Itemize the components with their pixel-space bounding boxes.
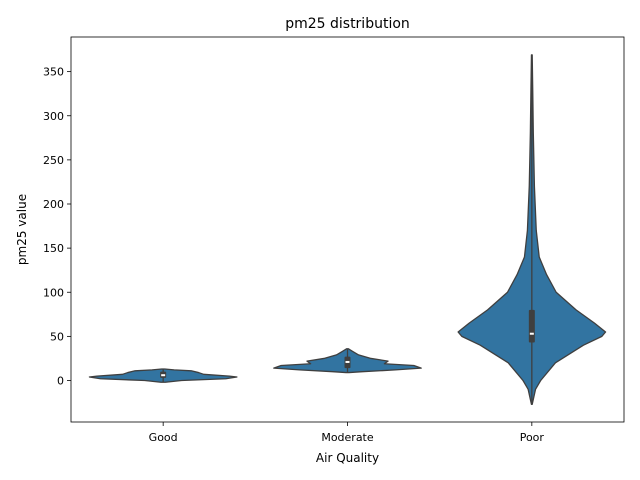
violin-median-marker bbox=[161, 374, 166, 377]
plot-frame bbox=[70, 36, 625, 423]
violin-iqr-box bbox=[528, 309, 535, 343]
y-axis-label: pm25 value bbox=[15, 194, 29, 265]
y-tick-label: 0 bbox=[57, 375, 64, 388]
violin-median-marker bbox=[345, 360, 350, 363]
y-tick-label: 350 bbox=[43, 66, 64, 79]
y-tick-label: 250 bbox=[43, 154, 64, 167]
y-axis: 0 50 100 150 200 250 300 350 bbox=[43, 66, 71, 388]
y-tick-label: 300 bbox=[43, 110, 64, 123]
y-tick-label: 150 bbox=[43, 242, 64, 255]
x-tick-label: Moderate bbox=[321, 431, 374, 444]
violin-median-marker bbox=[529, 332, 534, 335]
x-axis: Good Moderate Poor bbox=[149, 422, 545, 444]
x-axis-label: Air Quality bbox=[316, 451, 379, 465]
x-tick-label: Poor bbox=[520, 431, 545, 444]
x-tick-label: Good bbox=[149, 431, 178, 444]
y-tick-label: 100 bbox=[43, 286, 64, 299]
y-tick-label: 50 bbox=[50, 330, 64, 343]
y-tick-label: 200 bbox=[43, 198, 64, 211]
chart-title: pm25 distribution bbox=[285, 16, 410, 32]
violins bbox=[88, 54, 607, 405]
